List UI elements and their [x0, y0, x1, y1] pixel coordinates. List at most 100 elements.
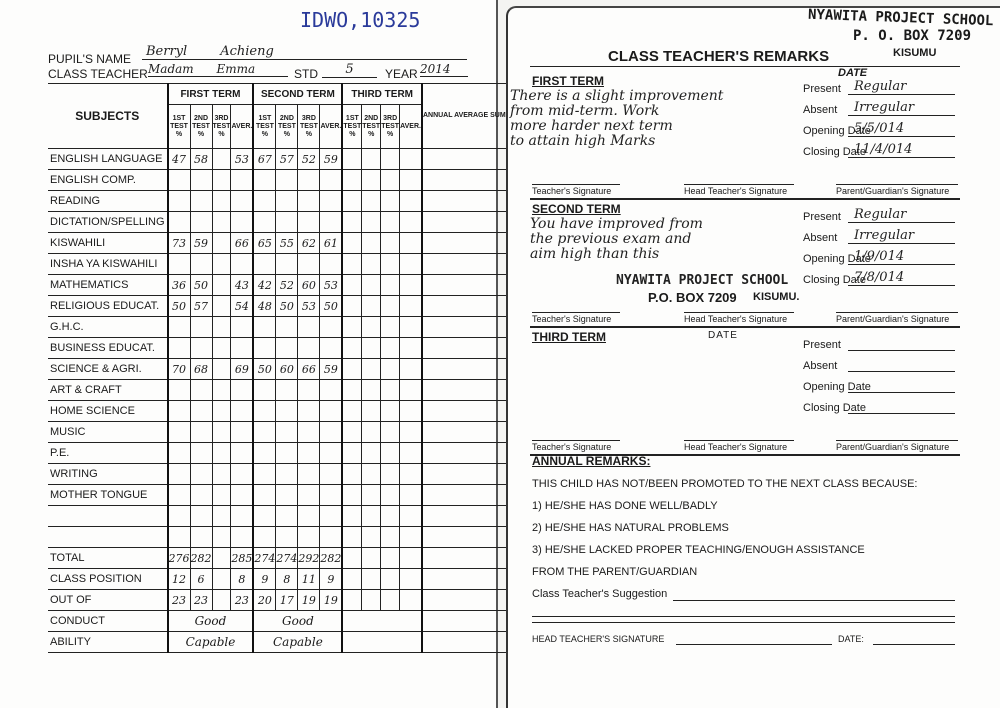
score-cell: 66 [230, 232, 254, 254]
score-cell [189, 379, 213, 401]
score-cell [211, 232, 232, 254]
score-cell [230, 463, 254, 485]
score-cell: 52 [275, 274, 299, 296]
subject-label: INSHA YA KISWAHILI [48, 253, 169, 275]
score-cell: 19 [319, 589, 343, 611]
test-column-header: 2ND TEST % [189, 104, 213, 149]
field-label-absent: Absent [803, 360, 838, 372]
score-cell: 23 [230, 589, 254, 611]
score-cell [341, 274, 363, 296]
score-cell [399, 232, 423, 254]
table-row: ENGLISH COMP. [48, 169, 528, 191]
score-cell [341, 211, 363, 233]
score-cell [211, 316, 232, 338]
score-cell [380, 274, 401, 296]
third-term-header: THIRD TERM [341, 83, 423, 105]
score-cell [189, 421, 213, 443]
field-label-opening: Opening Date [803, 253, 871, 265]
score-cell: 50 [275, 295, 299, 317]
divider [530, 198, 960, 200]
score-cell [211, 547, 232, 569]
score-cell [275, 253, 299, 275]
score-cell [252, 484, 277, 506]
parent-signature-line: Parent/Guardian's Signature [836, 312, 958, 324]
score-cell [230, 484, 254, 506]
score-cell [166, 211, 191, 233]
remark-line: the previous exam and [530, 231, 692, 247]
score-cell [399, 589, 423, 611]
score-cell: 59 [189, 232, 213, 254]
score-cell [211, 148, 232, 170]
score-cell: 60 [275, 358, 299, 380]
test-column-header: 3RD TEST % [211, 104, 232, 149]
score-cell [341, 547, 363, 569]
score-cell: 58 [189, 148, 213, 170]
subject-label: ABILITY [48, 631, 169, 653]
table-row: INSHA YA KISWAHILI [48, 253, 528, 275]
score-cell [319, 253, 343, 275]
table-row: READING [48, 190, 528, 212]
score-cell [361, 337, 382, 359]
suggestion-line[interactable] [673, 600, 955, 601]
suggestion-line[interactable] [532, 622, 955, 623]
score-cell [189, 463, 213, 485]
test-column-header: 3RD TEST % [380, 104, 401, 149]
score-cell [341, 358, 363, 380]
score-cell [297, 484, 321, 506]
date-label: DATE [838, 67, 868, 79]
score-cell [211, 442, 232, 464]
head-signature-line[interactable] [676, 644, 832, 645]
field-label-absent: Absent [803, 232, 838, 244]
score-cell: 276 [166, 547, 191, 569]
score-cell: 53 [297, 295, 321, 317]
field-label-present: Present [803, 211, 841, 223]
table-row: BUSINESS EDUCAT. [48, 337, 528, 359]
score-cell: 50 [189, 274, 213, 296]
test-column-header: 1ST TEST % [252, 104, 277, 149]
score-cell [297, 505, 321, 527]
score-cell [341, 169, 363, 191]
subject-label: MUSIC [48, 421, 169, 443]
score-cell [319, 379, 343, 401]
score-cell [341, 148, 363, 170]
score-cell [252, 442, 277, 464]
report-card-left-page: IDWO,10325 PUPIL'S NAME Berryl Achieng C… [0, 0, 528, 708]
score-cell: 69 [230, 358, 254, 380]
remark-cell: Capable [166, 631, 254, 653]
score-cell [252, 169, 277, 191]
field-value-opening [848, 377, 955, 393]
score-cell [361, 274, 382, 296]
subject-label: WRITING [48, 463, 169, 485]
score-cell [166, 379, 191, 401]
year-value: 2014 [420, 62, 468, 77]
table-row: TOTAL 276 282 285 274 274 292 282 [48, 547, 528, 569]
score-cell [399, 505, 423, 527]
report-card-right-page: NYAWITA PROJECT SCHOOL P. O. BOX 7209 KISU… [506, 6, 1000, 708]
score-cell: 57 [189, 295, 213, 317]
score-cell: 20 [252, 589, 277, 611]
annual-line: 3) HE/SHE LACKED PROPER TEACHING/ENOUGH … [532, 544, 865, 556]
suggestion-line[interactable] [532, 616, 955, 617]
score-cell [361, 568, 382, 590]
date-line[interactable] [873, 644, 955, 645]
score-cell [380, 379, 401, 401]
score-cell [252, 505, 277, 527]
score-cell [380, 463, 401, 485]
class-teacher-name: Madam Emma [148, 62, 288, 77]
field-value-closing: 11/4/014 [848, 142, 955, 158]
score-cell [211, 589, 232, 611]
score-cell [341, 400, 363, 422]
school-stamp-name: NYAWITA PROJECT SCHOOL [807, 6, 994, 30]
score-cell [297, 211, 321, 233]
score-cell [211, 274, 232, 296]
score-cell [230, 316, 254, 338]
parent-signature-line: Parent/Guardian's Signature [836, 440, 958, 452]
score-cell [297, 379, 321, 401]
subject-label: CONDUCT [48, 610, 169, 632]
score-cell [319, 169, 343, 191]
table-row: SCIENCE & AGRI. 70 68 69 50 60 66 59 [48, 358, 528, 380]
score-cell [252, 337, 277, 359]
score-cell: 19 [297, 589, 321, 611]
score-cell: 23 [189, 589, 213, 611]
score-cell [230, 169, 254, 191]
